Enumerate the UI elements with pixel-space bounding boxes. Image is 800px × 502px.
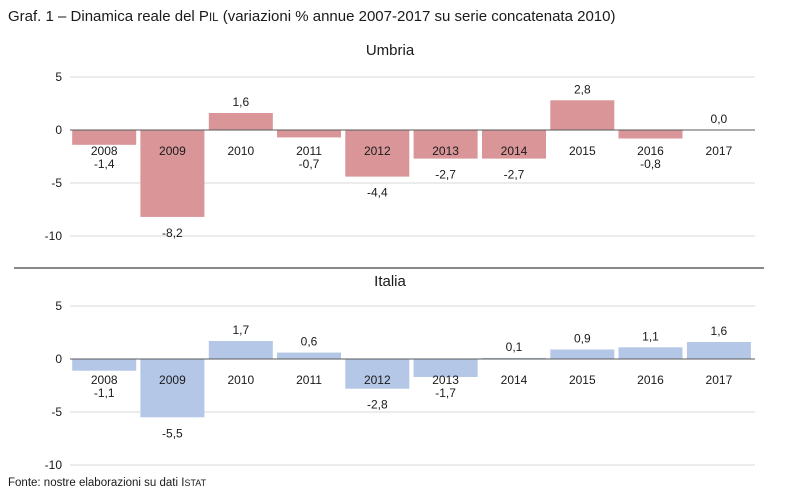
data-label: 0,0 xyxy=(711,112,728,126)
data-label: -1,7 xyxy=(435,386,456,400)
chart-title: Umbria xyxy=(366,42,415,59)
x-tick-label: 2011 xyxy=(296,373,322,387)
data-label: -2,8 xyxy=(367,398,388,412)
chart-title: Italia xyxy=(374,273,406,290)
x-tick-label: 2017 xyxy=(706,373,733,387)
y-tick-label: -10 xyxy=(45,229,63,243)
figure-title-rest: (variazioni % annue 2007-2017 su serie c… xyxy=(218,8,616,25)
data-label: 0,1 xyxy=(506,340,523,354)
data-label: 0,6 xyxy=(301,335,318,349)
data-label: 1,6 xyxy=(232,95,249,109)
x-tick-label: 2013 xyxy=(432,144,459,158)
data-label: -5,5 xyxy=(162,426,183,440)
bar-2011 xyxy=(277,130,341,138)
bar-2008 xyxy=(72,130,137,145)
bar-2016 xyxy=(618,347,683,359)
x-tick-label: 2009 xyxy=(159,373,186,387)
data-label: 1,1 xyxy=(642,329,659,343)
y-tick-label: -5 xyxy=(51,176,62,190)
x-tick-label: 2010 xyxy=(227,144,254,158)
data-label: -1,1 xyxy=(94,386,115,400)
bar-2009 xyxy=(140,130,205,217)
bar-2011 xyxy=(277,352,341,359)
x-tick-label: 2010 xyxy=(227,373,254,387)
bar-2012 xyxy=(345,130,410,177)
data-label: 1,7 xyxy=(232,323,249,337)
data-label: 1,6 xyxy=(711,324,728,338)
data-label: -0,7 xyxy=(299,157,320,171)
x-tick-label: 2013 xyxy=(432,373,459,387)
x-tick-label: 2015 xyxy=(569,373,596,387)
figure-title-smallcaps: IL xyxy=(208,12,219,24)
data-label: -4,4 xyxy=(367,186,388,200)
x-tick-label: 2012 xyxy=(364,144,391,158)
bar-2014 xyxy=(482,357,546,359)
x-tick-label: 2015 xyxy=(569,144,596,158)
y-tick-label: 5 xyxy=(55,70,62,84)
bar-2012 xyxy=(345,359,410,389)
data-label: -2,7 xyxy=(435,168,456,182)
data-label: -1,4 xyxy=(94,157,115,171)
data-label: -2,7 xyxy=(504,168,525,182)
x-tick-label: 2016 xyxy=(637,144,664,158)
x-tick-label: 2017 xyxy=(706,144,733,158)
bar-2013 xyxy=(413,130,478,159)
data-label: -8,2 xyxy=(162,226,183,240)
y-tick-label: 0 xyxy=(55,123,62,137)
y-tick-label: 5 xyxy=(55,299,62,313)
y-tick-label: -5 xyxy=(51,405,62,419)
bar-2010 xyxy=(208,341,273,359)
x-tick-label: 2009 xyxy=(159,144,186,158)
x-tick-label: 2012 xyxy=(364,373,391,387)
figure-title: Graf. 1 – Dinamica reale del PIL (variaz… xyxy=(8,8,615,25)
figure-source: Fonte: nostre elaborazioni su dati ISTAT xyxy=(8,477,206,489)
figure-title-main: Graf. 1 – Dinamica reale del P xyxy=(8,8,209,25)
x-tick-label: 2008 xyxy=(91,373,118,387)
chart-panel-umbria: Umbria 5 0 -5 -10 2008-1,4 2009 -8,2 2010 1,6 2011… xyxy=(14,42,764,269)
y-tick-label: 0 xyxy=(55,352,62,366)
bar-2008 xyxy=(72,359,137,371)
bar-2015 xyxy=(550,349,615,359)
y-tick-label: -10 xyxy=(45,458,63,472)
bar-2014 xyxy=(482,130,546,159)
bar-2015 xyxy=(550,100,615,130)
figure-source-smallcaps: STAT xyxy=(184,478,207,488)
x-tick-label: 2014 xyxy=(501,144,528,158)
bar-2010 xyxy=(208,113,273,130)
data-label: 0,9 xyxy=(574,332,591,346)
bar-2013 xyxy=(413,359,478,377)
bar-2009 xyxy=(140,359,205,418)
x-tick-label: 2011 xyxy=(296,144,322,158)
x-tick-label: 2016 xyxy=(637,373,664,387)
bar-2017 xyxy=(686,342,751,359)
data-label: -0,8 xyxy=(640,157,661,171)
x-tick-label: 2014 xyxy=(501,373,528,387)
bar-2016 xyxy=(618,130,683,139)
figure-source-main: Fonte: nostre elaborazioni su dati I xyxy=(8,477,185,489)
chart-panel-italia: Italia 5 0 -5 -10 2008-1,1 2009 -5,5 2010 1,7 2011… xyxy=(45,273,755,472)
data-label: 2,8 xyxy=(574,82,591,96)
x-tick-label: 2008 xyxy=(91,144,118,158)
